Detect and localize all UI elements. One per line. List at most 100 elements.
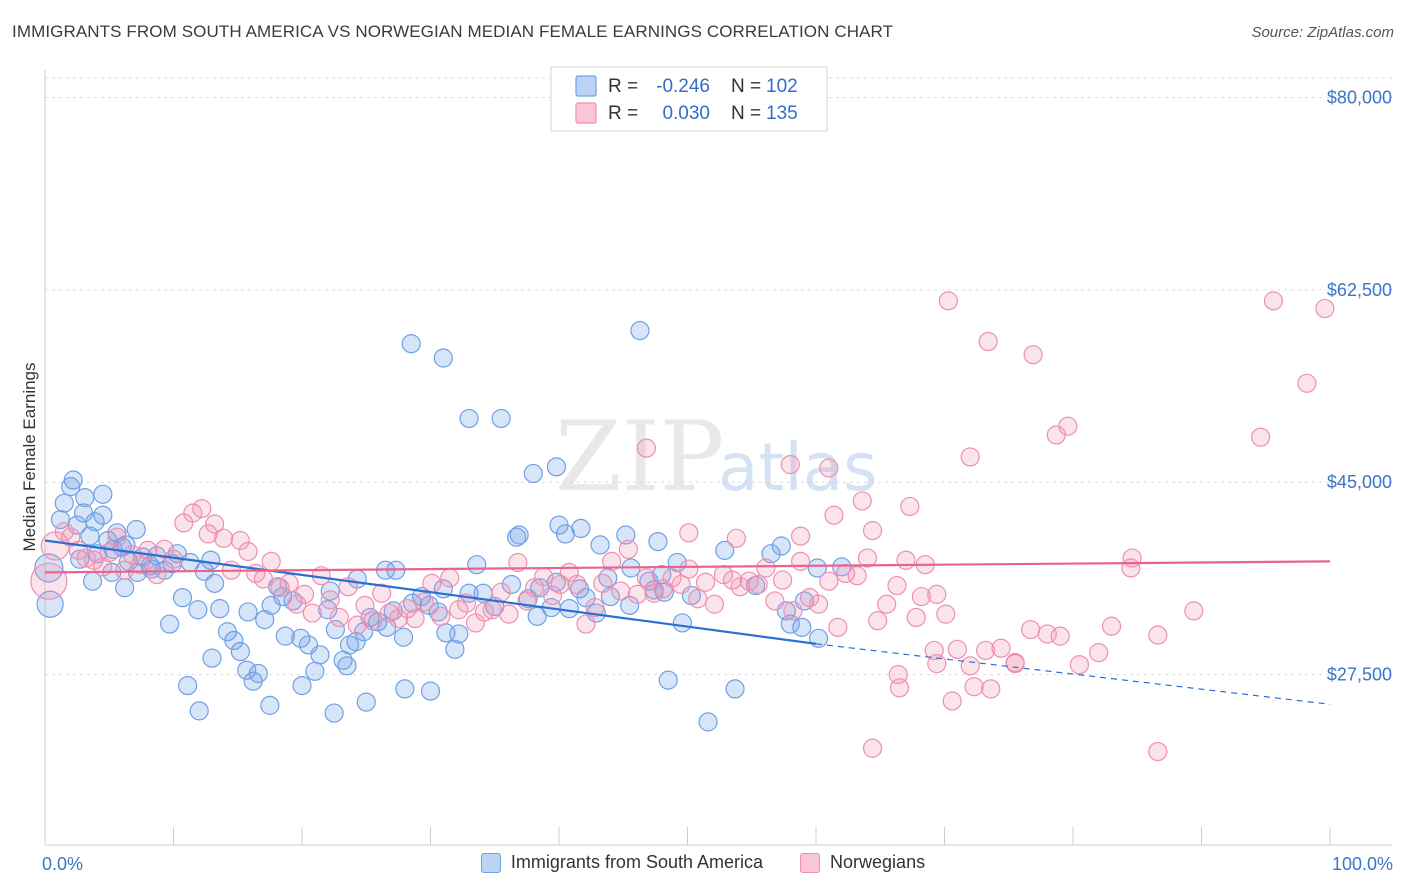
data-point [772, 570, 793, 590]
data-point [807, 558, 827, 578]
data-point [868, 611, 888, 631]
y-tick-label: $80,000 [1327, 87, 1392, 107]
data-point [1089, 643, 1109, 663]
legend-swatch-norwegians [800, 852, 821, 873]
data-point [616, 525, 636, 545]
data-point [205, 514, 225, 534]
data-point [401, 334, 421, 354]
data-point [310, 645, 330, 665]
data-point [756, 558, 776, 578]
y-axis-label: Median Female Earnings [20, 363, 39, 552]
data-point [482, 600, 502, 620]
legend-n-label: N = [731, 103, 761, 124]
data-point [459, 408, 479, 429]
data-point [346, 632, 366, 652]
data-point [828, 617, 848, 637]
data-point [679, 559, 699, 579]
legend-frame [550, 66, 828, 132]
data-point [911, 586, 931, 607]
data-point [302, 603, 322, 623]
data-point [440, 568, 460, 588]
gridlines [45, 77, 1392, 676]
data-point [1251, 427, 1271, 447]
data-point [976, 640, 996, 661]
data-point [85, 512, 105, 532]
trend-line-extension [815, 643, 1331, 705]
data-point [449, 600, 469, 620]
data-point [593, 573, 613, 593]
data-point [896, 550, 916, 570]
data-point [620, 595, 640, 615]
data-point [679, 523, 699, 543]
x-tick-label-min: 0.0% [42, 854, 83, 874]
data-point [433, 348, 453, 368]
data-point [819, 571, 839, 591]
data-point [1069, 655, 1090, 675]
data-point [142, 559, 162, 579]
data-point [695, 572, 716, 592]
data-point [927, 584, 947, 604]
data-point [80, 526, 100, 546]
watermark-zip: ZIP [555, 401, 724, 513]
data-point [715, 540, 735, 560]
data-point [198, 524, 218, 544]
data-point [501, 574, 522, 595]
data-point [900, 496, 920, 517]
watermark: ZIP atlas [555, 401, 878, 513]
data-point [960, 656, 980, 676]
data-point [652, 564, 672, 585]
data-point [172, 588, 193, 608]
y-tick-labels: $80,000 $62,500 $45,000 $27,500 [1327, 87, 1392, 684]
data-point [636, 568, 656, 588]
data-point [598, 568, 618, 588]
data-point [138, 540, 158, 560]
series-norwegians [30, 291, 1335, 762]
data-point [611, 581, 631, 601]
data-point [205, 573, 225, 593]
legend-item-immigrants: Immigrants from South America [480, 852, 763, 873]
data-point [405, 608, 425, 629]
data-point [1263, 291, 1284, 311]
data-point [238, 541, 258, 562]
data-point [509, 525, 529, 545]
data-point [942, 691, 962, 711]
data-point [76, 548, 96, 568]
legend-box: R = -0.246 N = 102 R = 0.030 N = 135 [550, 66, 828, 132]
data-point [644, 583, 664, 603]
legend-swatch [575, 102, 597, 124]
chart-title: IMMIGRANTS FROM SOUTH AMERICA VS NORWEGI… [12, 22, 894, 41]
data-point [372, 583, 392, 603]
data-point [201, 550, 221, 570]
data-point [862, 521, 883, 541]
data-point [671, 574, 691, 595]
data-point [991, 638, 1011, 658]
data-point [467, 555, 487, 575]
data-point [725, 679, 745, 699]
data-point [636, 438, 656, 458]
data-point [542, 585, 563, 606]
data-point [857, 548, 878, 568]
data-point [824, 505, 844, 525]
series-legend: Immigrants from South America Norwegians [0, 852, 1406, 878]
data-point [499, 604, 519, 624]
data-point [224, 630, 244, 651]
data-point [34, 553, 64, 583]
data-point [559, 599, 579, 619]
data-point [183, 503, 203, 523]
data-point [279, 573, 299, 593]
data-point [658, 670, 678, 690]
data-point [192, 499, 212, 519]
data-point [178, 676, 198, 696]
data-point [355, 595, 375, 615]
data-point [255, 610, 275, 630]
trend-line [44, 560, 1331, 574]
data-point [964, 677, 984, 697]
data-point [1005, 654, 1025, 674]
data-point [576, 614, 596, 634]
data-point [549, 515, 569, 535]
data-point [1122, 548, 1142, 568]
watermark-atlas: atlas [718, 429, 878, 506]
data-point [546, 457, 567, 477]
data-point [533, 567, 554, 587]
